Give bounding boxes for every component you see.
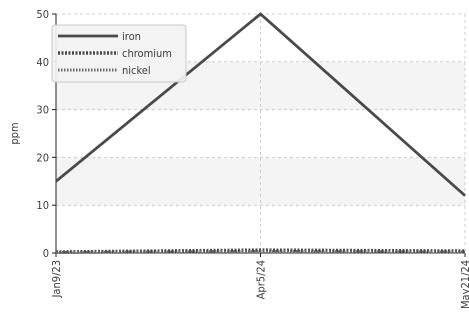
y-tick-label: 50 <box>36 8 49 21</box>
x-tick-label: May21/24 <box>459 260 469 309</box>
y-tick-label: 10 <box>36 199 49 212</box>
y-axis-label: ppm <box>8 122 21 144</box>
x-tick-label: Apr5/24 <box>255 260 268 299</box>
y-tick-label: 20 <box>36 151 49 164</box>
series-line-iron <box>55 12 466 197</box>
legend-label-iron: iron <box>122 30 141 43</box>
y-tick-label: 30 <box>36 104 49 117</box>
legend-box <box>51 24 187 83</box>
series-line-nickel <box>55 250 466 255</box>
y-tick-label: 40 <box>36 56 49 69</box>
y-tick-label: 0 <box>43 247 49 260</box>
legend-label-chromium: chromium <box>122 47 172 60</box>
x-tick-label: Jan9/23 <box>50 260 63 298</box>
legend-label-nickel: nickel <box>122 64 151 77</box>
